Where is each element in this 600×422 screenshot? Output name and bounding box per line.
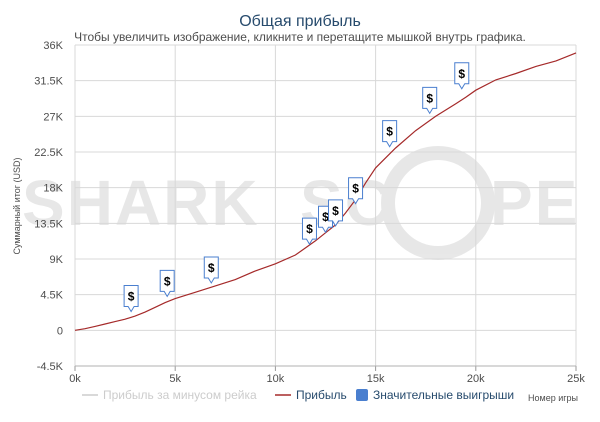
x-tick-label: 15k xyxy=(367,373,385,385)
big-win-label: $ xyxy=(306,222,313,236)
big-win-label: $ xyxy=(458,67,465,81)
profit-series-line xyxy=(74,52,577,331)
x-axis: 0k 5k 10k 15k 20k 25k xyxy=(69,365,585,385)
big-win-flag xyxy=(348,177,364,205)
y-tick-label: 13.5K xyxy=(34,218,63,230)
legend-swatch xyxy=(356,389,368,401)
big-win-flag xyxy=(328,199,344,227)
legend-label: Прибыль xyxy=(296,388,347,402)
legend-label: Значительные выигрыши xyxy=(373,388,514,402)
y-tick-label: 22.5K xyxy=(34,147,63,159)
y-axis-label: Суммарный итог (USD) xyxy=(12,157,22,254)
y-tick-label: 36K xyxy=(43,40,63,52)
big-win-marker[interactable]: $ xyxy=(159,269,175,298)
y-tick-label: -4.5K xyxy=(37,361,64,373)
sharkscope-watermark: SHARK SC PE xyxy=(22,146,579,260)
big-win-flag xyxy=(382,120,398,148)
legend-item[interactable]: Значительные выигрыши xyxy=(356,388,514,402)
big-win-marker[interactable]: $ xyxy=(382,120,398,148)
legend: Прибыль за минусом рейка Прибыль Значитель… xyxy=(82,388,514,402)
x-tick-label: 25k xyxy=(567,373,585,385)
chart-subtitle: Чтобы увеличить изображение, кликните и … xyxy=(74,30,526,44)
big-win-marker[interactable]: $ xyxy=(328,199,344,227)
big-win-label: $ xyxy=(208,261,215,275)
x-tick-label: 5k xyxy=(169,373,181,385)
big-win-flag xyxy=(422,86,438,115)
big-win-flag xyxy=(123,284,139,313)
big-win-marker[interactable]: $ xyxy=(123,284,139,313)
big-win-label: $ xyxy=(426,91,433,105)
big-win-label: $ xyxy=(128,289,135,303)
legend-item[interactable]: Прибыль xyxy=(275,388,347,402)
big-win-marker[interactable]: $ xyxy=(348,177,364,205)
y-tick-label: 0 xyxy=(57,325,63,337)
big-win-marker[interactable]: $ xyxy=(422,86,438,115)
markers-layer: $$$$$ $$$$$ xyxy=(123,62,470,313)
y-axis: -4.5K 0 4.5K 9K 13.5K 18K 22.5K 27K 31.5K 36K xyxy=(34,40,63,373)
x-axis-label: Номер игры xyxy=(528,393,578,403)
big-win-label: $ xyxy=(386,125,393,139)
y-tick-label: 4.5K xyxy=(40,290,63,302)
legend-label: Прибыль за минусом рейка xyxy=(103,388,257,402)
series-layer xyxy=(74,52,577,331)
chart-title: Общая прибыль xyxy=(239,13,361,30)
big-win-marker[interactable]: $ xyxy=(301,217,317,246)
big-win-label: $ xyxy=(332,204,339,218)
x-tick-label: 20k xyxy=(467,373,485,385)
big-win-flag xyxy=(203,256,219,284)
big-win-marker[interactable]: $ xyxy=(454,62,470,90)
svg-text:PE: PE xyxy=(490,167,579,239)
svg-text:SHARK: SHARK xyxy=(22,167,260,239)
legend-item[interactable]: Прибыль за минусом рейка xyxy=(82,388,257,402)
big-win-flag xyxy=(301,217,317,246)
big-win-label: $ xyxy=(322,210,329,224)
y-tick-label: 18K xyxy=(43,183,63,195)
big-win-flag xyxy=(454,62,470,90)
big-win-label: $ xyxy=(164,274,171,288)
big-win-flag xyxy=(159,269,175,298)
big-win-marker[interactable]: $ xyxy=(203,256,219,284)
y-tick-label: 27K xyxy=(43,111,63,123)
y-tick-label: 9K xyxy=(50,254,64,266)
big-win-label: $ xyxy=(352,182,359,196)
x-tick-label: 10k xyxy=(267,373,285,385)
grid-lines xyxy=(74,44,577,367)
x-tick-label: 0k xyxy=(69,373,81,385)
y-tick-label: 31.5K xyxy=(34,76,63,88)
